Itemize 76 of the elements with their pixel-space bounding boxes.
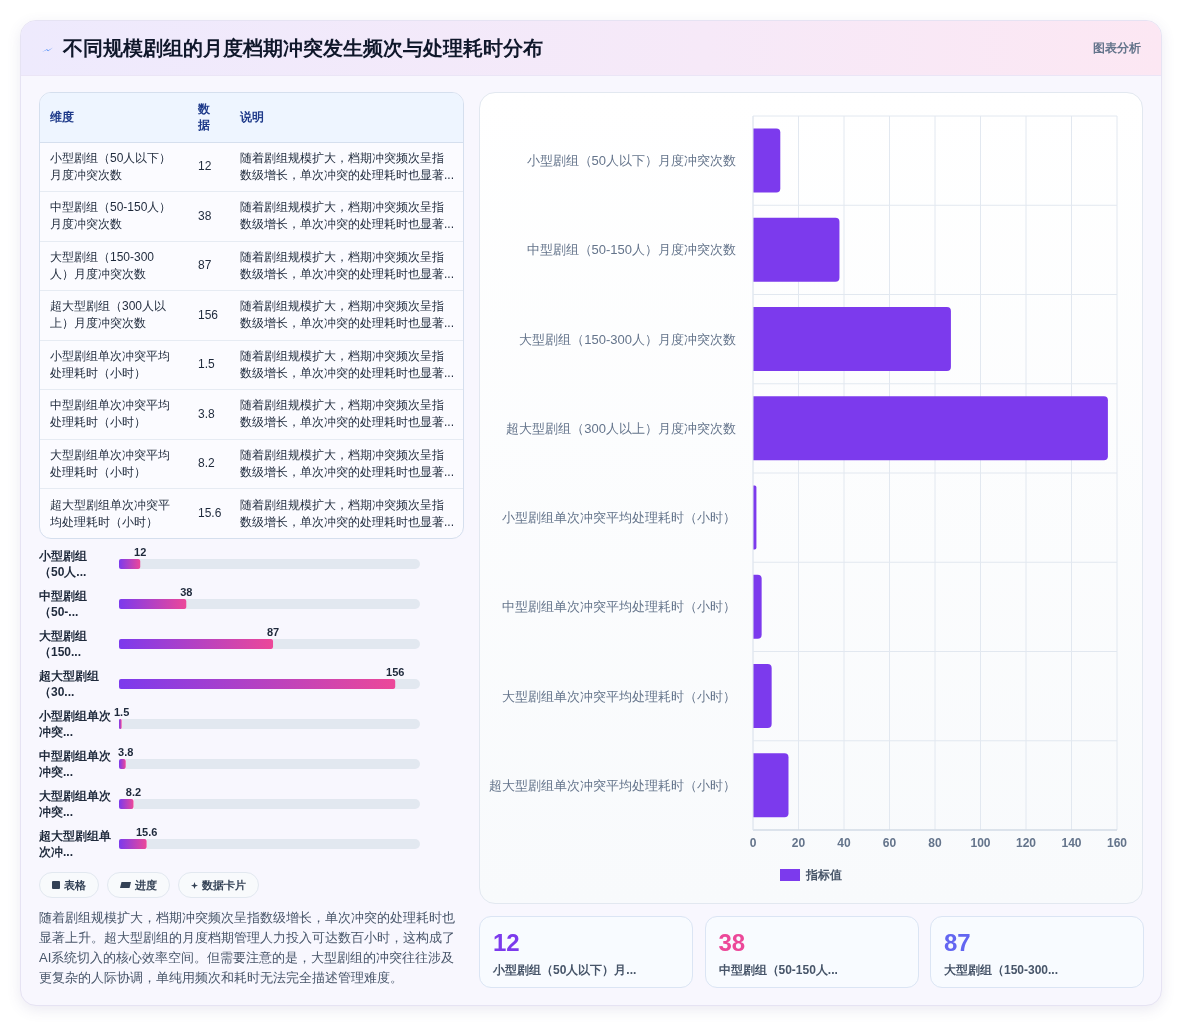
category-label: 维度 xyxy=(50,109,75,126)
data-label: 156 xyxy=(386,666,405,678)
text: 随着剧组规模扩大，档期冲突频次呈指数级增长，单次冲突的处理耗时也显著... xyxy=(240,249,455,281)
data-label: 87 xyxy=(944,929,971,957)
bar xyxy=(753,664,772,728)
x-tick-label: 20 xyxy=(791,835,806,850)
text: 进度 xyxy=(135,877,157,893)
y-tick-label: 超大型剧组（300人以上）月度冲突次数 xyxy=(506,420,736,436)
y-tick-label: 中型剧组单次冲突平均处理耗时（小时） xyxy=(502,599,736,615)
text: 1.5 xyxy=(198,357,215,372)
y-tick-label: 中型剧组（50-150人）月度冲突次数 xyxy=(526,242,736,258)
bar xyxy=(119,839,147,849)
bar xyxy=(119,559,141,569)
category-label: 说明 xyxy=(240,109,265,126)
category-label: 大型剧组（150-300... xyxy=(944,962,1059,978)
y-tick-label: 超大型剧组单次冲突平均处理耗时（小时） xyxy=(489,777,736,793)
text: 随着剧组规模扩大，档期冲突频次呈指数级增长，单次冲突的处理耗时也显著... xyxy=(240,150,455,182)
data-label: 8.2 xyxy=(125,786,142,798)
y-tick-label: 超大型剧组（30... xyxy=(39,668,100,700)
legend-label: 指标值 xyxy=(806,866,842,884)
bar xyxy=(753,396,1108,461)
bar xyxy=(753,217,840,282)
text: 87 xyxy=(198,258,212,273)
data-label: 38 xyxy=(180,586,193,598)
bar xyxy=(753,128,781,193)
text: 随着剧组规模扩大，档期冲突频次呈指数级增长，单次冲突的处理耗时也显著... xyxy=(240,200,455,232)
y-tick-label: 中型剧组单次冲突... xyxy=(39,748,112,780)
x-tick-label: 40 xyxy=(837,835,851,850)
text: 不同规模剧组的月度档期冲突发生频次与处理耗时分布 xyxy=(63,36,543,61)
data-label: 12 xyxy=(493,929,520,957)
text: 随着剧组规模扩大，档期冲突频次呈指数级增长，单次冲突的处理耗时也显著... xyxy=(240,497,455,529)
x-tick-label: 140 xyxy=(1061,835,1082,850)
bar xyxy=(119,799,134,809)
text: 随着剧组规模扩大，档期冲突频次呈指数级增长，单次冲突的处理耗时也显著... xyxy=(240,348,455,380)
text: 随着剧组规模扩大，档期冲突频次呈指数级增长，单次冲突的处理耗时也显著... xyxy=(240,299,455,331)
y-tick-label: 小型剧组单次冲突平均处理耗时（小时） xyxy=(502,510,736,526)
text: 38 xyxy=(198,208,212,223)
y-tick-label: 超大型剧组单次冲... xyxy=(39,828,112,860)
y-tick-label: 大型剧组（150-300人）月度冲突次数 xyxy=(519,331,736,347)
x-tick-label: 60 xyxy=(882,835,897,850)
data-label: 87 xyxy=(266,626,280,638)
data-label: 1.5 xyxy=(114,706,130,718)
y-tick-label: 大型剧组单次冲突平均处理耗时（小时） xyxy=(502,688,736,704)
x-tick-label: 100 xyxy=(970,835,991,850)
x-tick-label: 0 xyxy=(749,835,757,850)
data-label: 12 xyxy=(134,546,147,558)
y-tick-label: 中型剧组（50-... xyxy=(39,588,88,620)
text: 随着剧组规模扩大，档期冲突频次呈指数级增长，单次冲突的处理耗时也显著... xyxy=(240,398,455,430)
y-tick-label: 大型剧组单次冲突... xyxy=(39,788,112,820)
text: 随着剧组规模扩大，档期冲突频次呈指数级增长，单次冲突的处理耗时也显著上升。超大型剧组的月度档期管理人力投入可达数百小时，这构成了AI系统切入的核心效率空间。但需要注意的是，大型剧组的冲突往往涉及更复杂的人际协调，单纯用频次和耗时无法完全描述管理难度。 xyxy=(39,909,456,987)
y-tick-label: 小型剧组（50人... xyxy=(39,548,88,580)
text: 15.6 xyxy=(198,506,222,520)
data-label: 38 xyxy=(718,929,746,957)
data-label: 15.6 xyxy=(135,826,158,838)
category-label: 小型剧组（50人以下）月... xyxy=(493,962,637,978)
text: 表格 xyxy=(64,877,86,893)
category-label: 数据 xyxy=(198,101,211,134)
text: 图表分析 xyxy=(1093,40,1141,57)
y-tick-label: 小型剧组（50人以下）月度冲突次数 xyxy=(526,153,736,169)
x-tick-label: 80 xyxy=(928,835,942,850)
x-tick-label: 120 xyxy=(1015,835,1037,850)
y-tick-label: 大型剧组（150... xyxy=(39,628,88,660)
bar xyxy=(119,599,187,609)
text: 156 xyxy=(198,307,219,322)
text: 8.2 xyxy=(198,456,215,471)
text: 随着剧组规模扩大，档期冲突频次呈指数级增长，单次冲突的处理耗时也显著... xyxy=(240,447,455,479)
y-tick-label: 小型剧组单次冲突... xyxy=(39,708,112,740)
bar xyxy=(753,753,789,818)
text: 数据卡片 xyxy=(202,877,246,893)
bar xyxy=(753,307,951,371)
text: 12 xyxy=(198,159,212,174)
data-label: 3.8 xyxy=(118,746,134,758)
category-label: 中型剧组（50-150人... xyxy=(718,962,838,978)
text: 3.8 xyxy=(198,406,215,421)
bar xyxy=(753,574,762,639)
x-tick-label: 160 xyxy=(1106,835,1128,850)
